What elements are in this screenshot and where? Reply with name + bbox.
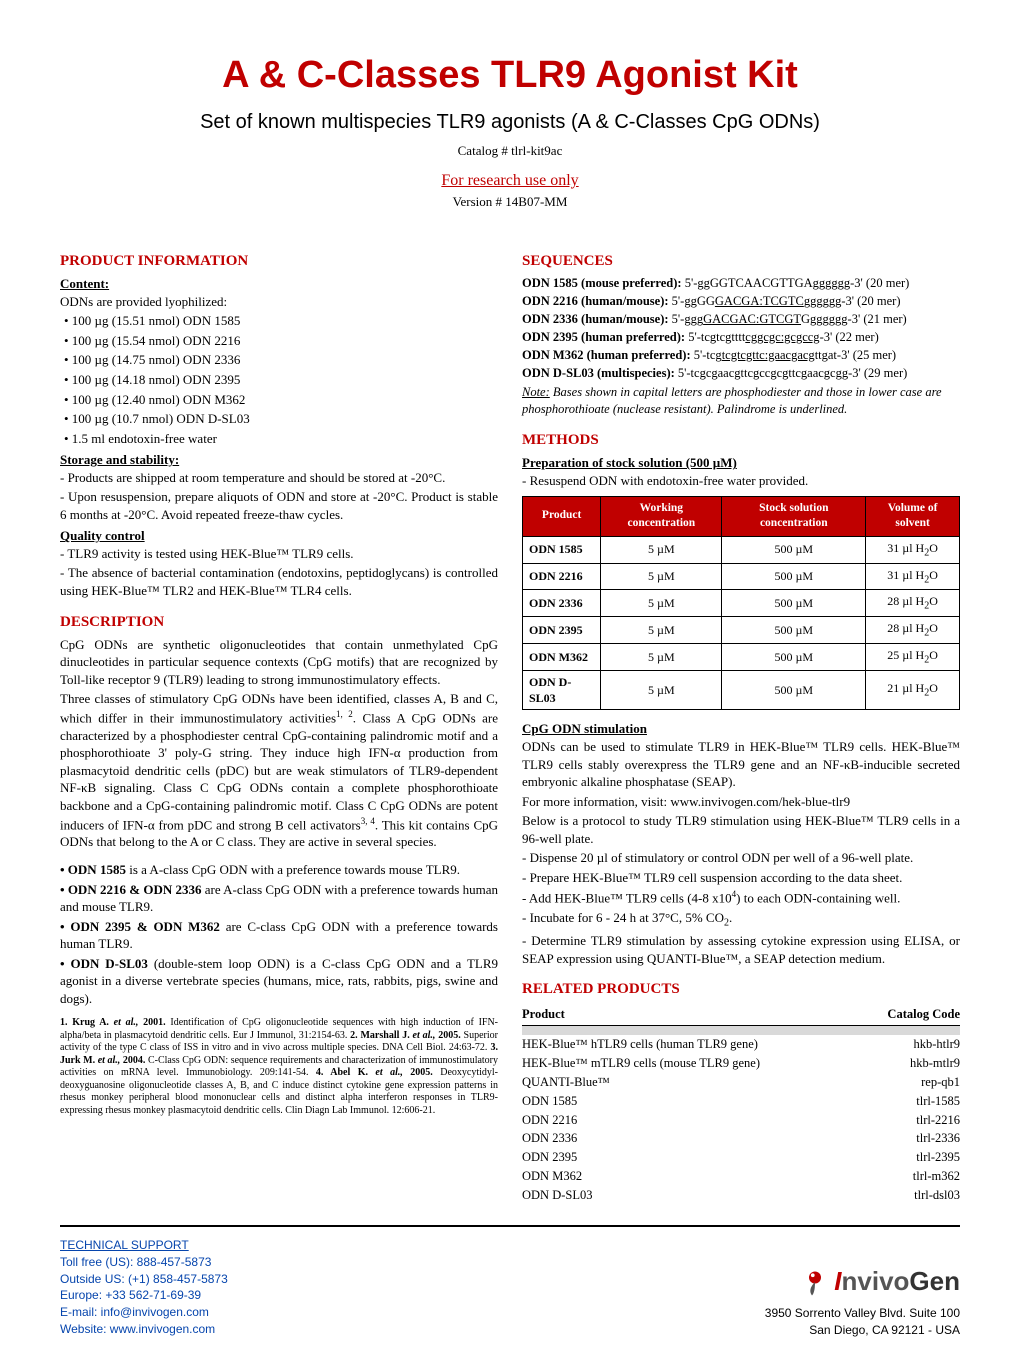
- content-head: Content:: [60, 275, 498, 293]
- page-subtitle: Set of known multispecies TLR9 agonists …: [60, 109, 960, 136]
- content-item: • 100 µg (14.18 nmol) ODN 2395: [64, 371, 498, 389]
- table-row: ODN 23955 µM500 µM28 µl H2O: [523, 617, 960, 644]
- research-only-label: For research use only: [60, 170, 960, 192]
- storage-head: Storage and stability:: [60, 451, 498, 469]
- support-line: Website: www.invivogen.com: [60, 1321, 228, 1338]
- qc-line: - TLR9 activity is tested using HEK-Blue…: [60, 545, 498, 563]
- stim-head: CpG ODN stimulation: [522, 720, 960, 738]
- sequences-list: ODN 1585 (mouse preferred): 5'-ggGGTCAAC…: [522, 275, 960, 381]
- qc-line: - The absence of bacterial contamination…: [60, 564, 498, 599]
- qc-head: Quality control: [60, 527, 498, 545]
- address-line: San Diego, CA 92121 - USA: [765, 1322, 960, 1338]
- sequence-line: ODN 2216 (human/mouse): 5'-ggGGGACGA:TCG…: [522, 293, 960, 310]
- odn-bullet: • ODN 2216 & ODN 2336 are A-class CpG OD…: [60, 881, 498, 916]
- desc-p1: CpG ODNs are synthetic oligonucleotides …: [60, 636, 498, 689]
- prep-head: Preparation of stock solution (500 µM): [522, 454, 960, 472]
- table-row: ODN D-SL03tlrl-dsl03: [522, 1186, 960, 1205]
- left-column: PRODUCT INFORMATION Content: ODNs are pr…: [60, 239, 498, 1205]
- table-header: Working concentration: [601, 496, 722, 536]
- related-table: ProductCatalog Code HEK-Blue™ hTLR9 cell…: [522, 1004, 960, 1205]
- table-row: ODN 2336tlrl-2336: [522, 1129, 960, 1148]
- table-row: ODN 15855 µM500 µM31 µl H2O: [523, 536, 960, 563]
- related-head: RELATED PRODUCTS: [522, 979, 960, 999]
- sequence-line: ODN 2336 (human/mouse): 5'-gggGACGAC:GTC…: [522, 311, 960, 328]
- address-line: 3950 Sorrento Valley Blvd. Suite 100: [765, 1305, 960, 1321]
- table-row: ODN M362tlrl-m362: [522, 1167, 960, 1186]
- table-row: HEK-Blue™ mTLR9 cells (mouse TLR9 gene)h…: [522, 1054, 960, 1073]
- table-row: ODN D-SL035 µM500 µM21 µl H2O: [523, 671, 960, 710]
- table-row: ODN 1585tlrl-1585: [522, 1092, 960, 1111]
- prep-line: - Resuspend ODN with endotoxin-free wate…: [522, 472, 960, 490]
- table-row: ODN 22165 µM500 µM31 µl H2O: [523, 563, 960, 590]
- support-line: Outside US: (+1) 858-457-5873: [60, 1271, 228, 1288]
- footer-divider: [60, 1225, 960, 1227]
- support-line: Europe: +33 562-71-69-39: [60, 1287, 228, 1304]
- sequence-line: ODN 2395 (human preferred): 5'-tcgtcgttt…: [522, 329, 960, 346]
- references: 1. Krug A. et al., 2001. Identification …: [60, 1017, 498, 1117]
- prep-table: ProductWorking concentrationStock soluti…: [522, 496, 960, 711]
- table-row: ODN M3625 µM500 µM25 µl H2O: [523, 644, 960, 671]
- version-label: Version # 14B07-MM: [60, 193, 960, 211]
- product-info-head: PRODUCT INFORMATION: [60, 251, 498, 271]
- methods-head: METHODS: [522, 430, 960, 450]
- odn-bullet: • ODN D-SL03 (double-stem loop ODN) is a…: [60, 955, 498, 1008]
- logo-icon: [800, 1267, 830, 1297]
- stim-step: - Dispense 20 µl of stimulatory or contr…: [522, 849, 960, 867]
- description-head: DESCRIPTION: [60, 612, 498, 632]
- stim-step: - Incubate for 6 - 24 h at 37°C, 5% CO2.: [522, 909, 960, 930]
- support-line: E-mail: info@invivogen.com: [60, 1304, 228, 1321]
- stim-p2: For more information, visit: www.invivog…: [522, 793, 960, 811]
- storage-line: - Upon resuspension, prepare aliquots of…: [60, 488, 498, 523]
- content-item: • 100 µg (14.75 nmol) ODN 2336: [64, 351, 498, 369]
- table-header: Stock solution concentration: [722, 496, 866, 536]
- table-header: Product: [523, 496, 601, 536]
- table-row: HEK-Blue™ hTLR9 cells (human TLR9 gene)h…: [522, 1035, 960, 1054]
- content-item: • 100 µg (10.7 nmol) ODN D-SL03: [64, 410, 498, 428]
- sequence-line: ODN 1585 (mouse preferred): 5'-ggGGTCAAC…: [522, 275, 960, 292]
- odn-bullet: • ODN 2395 & ODN M362 are C-class CpG OD…: [60, 918, 498, 953]
- company-info: InvivoGen 3950 Sorrento Valley Blvd. Sui…: [765, 1264, 960, 1337]
- stim-p3: Below is a protocol to study TLR9 stimul…: [522, 812, 960, 847]
- storage-text: - Products are shipped at room temperatu…: [60, 469, 498, 524]
- table-row: ODN 2395tlrl-2395: [522, 1148, 960, 1167]
- company-logo: InvivoGen: [765, 1264, 960, 1299]
- storage-line: - Products are shipped at room temperatu…: [60, 469, 498, 487]
- stim-step: - Add HEK-Blue™ TLR9 cells (4-8 x104) to…: [522, 888, 960, 907]
- table-header: Volume of solvent: [866, 496, 960, 536]
- table-row: ODN 2216tlrl-2216: [522, 1111, 960, 1130]
- right-column: SEQUENCES ODN 1585 (mouse preferred): 5'…: [522, 239, 960, 1205]
- content-item: • 1.5 ml endotoxin-free water: [64, 430, 498, 448]
- page-title: A & C-Classes TLR9 Agonist Kit: [60, 50, 960, 101]
- sequence-line: ODN D-SL03 (multispecies): 5'-tcgcgaacgt…: [522, 365, 960, 382]
- table-row: ODN 23365 µM500 µM28 µl H2O: [523, 590, 960, 617]
- content-item: • 100 µg (15.54 nmol) ODN 2216: [64, 332, 498, 350]
- sequence-note: Note: Bases shown in capital letters are…: [522, 384, 960, 418]
- content-intro: ODNs are provided lyophilized:: [60, 293, 498, 311]
- tech-support-head: TECHNICAL SUPPORT: [60, 1237, 228, 1254]
- stim-p1: ODNs can be used to stimulate TLR9 in HE…: [522, 738, 960, 791]
- table-row: QUANTI-Blue™rep-qb1: [522, 1073, 960, 1092]
- sequences-head: SEQUENCES: [522, 251, 960, 271]
- catalog-number: Catalog # tlrl-kit9ac: [60, 142, 960, 160]
- stim-step: - Determine TLR9 stimulation by assessin…: [522, 932, 960, 967]
- desc-p2: Three classes of stimulatory CpG ODNs ha…: [60, 690, 498, 851]
- support-line: Toll free (US): 888-457-5873: [60, 1254, 228, 1271]
- sequence-line: ODN M362 (human preferred): 5'-tcgtcgtcg…: [522, 347, 960, 364]
- content-item: • 100 µg (15.51 nmol) ODN 1585: [64, 312, 498, 330]
- qc-text: - TLR9 activity is tested using HEK-Blue…: [60, 545, 498, 600]
- tech-support: TECHNICAL SUPPORT Toll free (US): 888-45…: [60, 1237, 228, 1338]
- content-item: • 100 µg (12.40 nmol) ODN M362: [64, 391, 498, 409]
- stim-step: - Prepare HEK-Blue™ TLR9 cell suspension…: [522, 869, 960, 887]
- odn-bullet: • ODN 1585 is a A-class CpG ODN with a p…: [60, 861, 498, 879]
